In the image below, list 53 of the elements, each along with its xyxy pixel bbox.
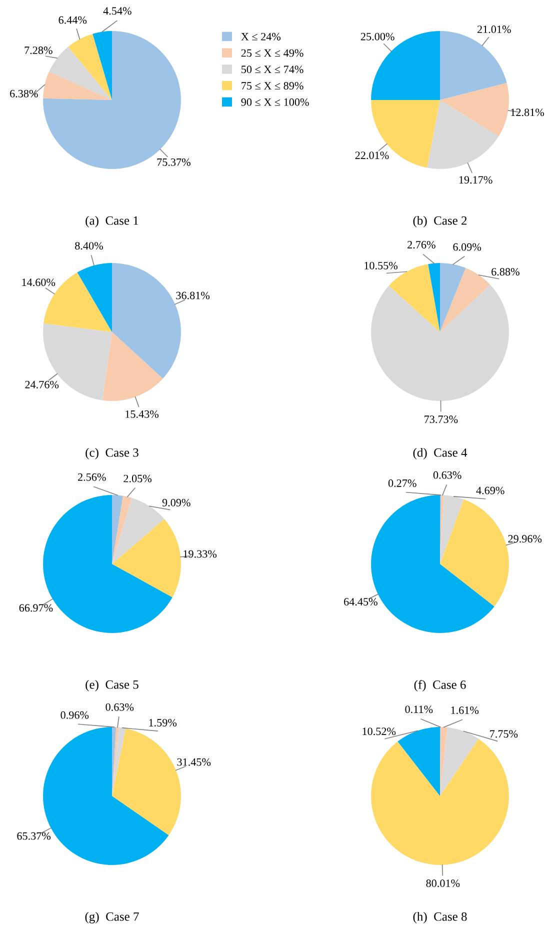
data-label: 64.45% [344,598,378,606]
legend-label: 75 ≤ X ≤ 89% [242,82,304,90]
legend-label: 90 ≤ X ≤ 100% [241,98,309,106]
data-label: 19.17% [459,176,492,184]
data-label: 2.76% [408,240,436,249]
data-label: 21.01% [477,26,511,34]
data-label: 19.33% [184,550,217,558]
data-label: 6.09% [453,243,482,251]
data-label: 66.97% [19,604,53,612]
text: (a) Case 1 [86,216,138,228]
data-label: 73.73% [424,416,458,424]
data-label: 15.43% [126,410,159,418]
data-label: 0.96% [60,711,89,719]
text: (b) Case 2 [413,216,467,228]
data-label: 36.81% [176,292,210,300]
data-label: 31.45% [177,758,211,766]
data-label: 65.37% [17,832,51,840]
data-label: 6.44% [58,16,87,24]
text: (g) Case 7 [85,912,139,924]
data-label: 25.00% [360,32,394,40]
data-label: 0.11% [405,706,433,714]
data-label: 9.09% [162,498,190,506]
data-label: 1.61% [451,706,479,714]
data-label: 7.28% [24,46,52,54]
data-label: 2.56% [78,473,106,481]
data-label: 75.37% [157,158,190,166]
data-label: 0.63% [433,471,462,479]
data-label: 4.69% [476,486,504,494]
data-label: 8.40% [75,242,103,250]
text: (c) Case 3 [86,448,138,460]
text: (d) Case 4 [413,448,468,460]
text: (h) Case 8 [413,912,467,924]
data-label: 6.38% [10,90,38,98]
text: (f) Case 6 [414,680,466,692]
data-label: 4.54% [103,7,132,15]
text: (e) Case 5 [86,680,138,692]
data-label: 10.55% [364,262,398,270]
data-label: 80.01% [426,880,460,888]
data-label: 22.01% [355,152,389,160]
data-label: 1.59% [149,718,177,726]
legend-label: 25 ≤ X ≤ 49% [241,49,304,57]
data-label: 0.27% [388,479,416,487]
data-label: 29.96% [508,535,542,543]
data-label: 2.05% [124,474,152,482]
data-label: 10.52% [362,728,396,736]
legend-label: 50 ≤ X ≤ 74% [242,66,304,74]
data-label: 12.81% [511,108,544,116]
data-label: 7.75% [490,730,518,738]
data-label: 24.76% [25,380,59,388]
data-label: 0.63% [106,703,134,711]
data-label: 6.88% [492,268,520,276]
legend-label: X ≤ 24% [241,32,281,40]
data-label: 14.60% [22,278,56,286]
